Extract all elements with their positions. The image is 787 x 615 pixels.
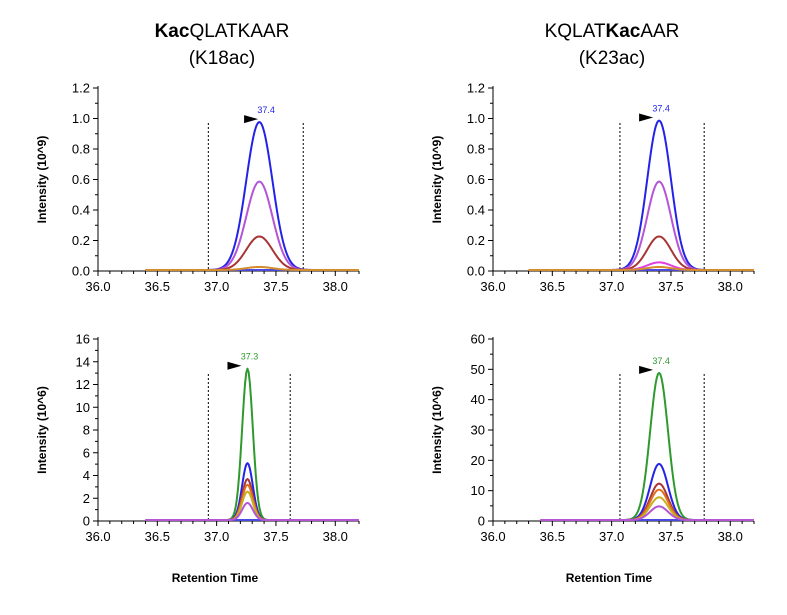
x-axis-label-right: Retention Time — [565, 571, 653, 585]
apex-label: 37.4 — [652, 104, 670, 114]
apex-label: 37.3 — [241, 352, 259, 362]
apex-marker-icon — [227, 361, 242, 370]
y-tick-label: 30 — [471, 423, 485, 438]
y-tick-label: 40 — [471, 392, 485, 407]
y-tick-label: 0.4 — [467, 203, 485, 218]
y-tick-label: 10 — [471, 483, 485, 498]
apex-label: 37.4 — [257, 105, 275, 115]
y-tick-label: 10 — [76, 400, 90, 415]
x-tick-label: 37.0 — [204, 529, 229, 544]
x-tick-label: 37.0 — [599, 529, 624, 544]
y-axis-label: Intensity (10^9) — [430, 136, 444, 224]
x-tick-label: 36.5 — [540, 529, 565, 544]
x-tick-label: 36.5 — [540, 279, 565, 294]
y-tick-label: 0.0 — [467, 264, 485, 279]
apex-marker-icon — [639, 365, 654, 374]
title-sub: (K23ac) — [578, 48, 646, 69]
y-tick-label: 0.6 — [72, 172, 90, 187]
y-tick-label: 1.2 — [72, 81, 90, 96]
x-tick-label: 37.5 — [658, 529, 683, 544]
x-tick-label: 36.5 — [145, 279, 170, 294]
y-tick-label: 0.0 — [72, 264, 90, 279]
series-line — [528, 265, 754, 271]
y-tick-label: 0.2 — [72, 233, 90, 248]
y-tick-label: 0.8 — [72, 142, 90, 157]
x-tick-label: 36.0 — [480, 529, 505, 544]
x-tick-label: 38.0 — [323, 529, 348, 544]
y-tick-label: 1.0 — [72, 111, 90, 126]
series-line — [540, 505, 754, 521]
title-prefix: KQLAT — [544, 21, 606, 42]
apex-marker-icon — [244, 115, 259, 124]
y-tick-label: 12 — [76, 377, 90, 392]
x-axis-label-left: Retention Time — [171, 571, 259, 585]
title-rest: AAR — [640, 21, 680, 42]
title-bold: Kac — [154, 21, 190, 42]
y-tick-label: 0.8 — [467, 142, 485, 157]
column-title-left: KacQLATKAAR (K18ac) — [72, 18, 372, 72]
y-tick-label: 0.6 — [467, 172, 485, 187]
x-tick-label: 36.0 — [85, 279, 110, 294]
x-tick-label: 37.5 — [263, 279, 288, 294]
x-tick-label: 37.5 — [658, 279, 683, 294]
y-axis-label: Intensity (10^6) — [430, 386, 444, 474]
column-title-right: KQLATKacAAR (K23ac) — [462, 18, 762, 72]
title-rest: QLATKAAR — [189, 21, 290, 42]
y-tick-label: 0 — [478, 514, 485, 529]
y-tick-label: 0.4 — [72, 203, 90, 218]
series-line — [145, 501, 359, 521]
x-tick-label: 38.0 — [323, 279, 348, 294]
apex-label: 37.4 — [652, 356, 670, 366]
title-sub: (K18ac) — [188, 48, 256, 69]
x-tick-label: 37.5 — [263, 529, 288, 544]
x-tick-label: 37.0 — [599, 279, 624, 294]
y-tick-label: 1.0 — [467, 111, 485, 126]
x-tick-label: 37.0 — [204, 279, 229, 294]
y-tick-label: 16 — [76, 332, 90, 347]
y-tick-label: 20 — [471, 453, 485, 468]
y-axis-label: Intensity (10^9) — [35, 136, 49, 224]
y-tick-label: 14 — [76, 354, 90, 369]
y-tick-label: 50 — [471, 362, 485, 377]
y-axis-label: Intensity (10^6) — [35, 386, 49, 474]
x-tick-label: 36.5 — [145, 529, 170, 544]
y-tick-label: 6 — [83, 445, 90, 460]
y-tick-label: 0 — [83, 514, 90, 529]
y-tick-label: 0.2 — [467, 233, 485, 248]
y-tick-label: 60 — [471, 332, 485, 347]
series-line — [145, 265, 359, 271]
title-bold: Kac — [605, 21, 641, 42]
x-tick-label: 38.0 — [718, 279, 743, 294]
apex-marker-icon — [639, 113, 654, 122]
x-tick-label: 38.0 — [718, 529, 743, 544]
y-tick-label: 1.2 — [467, 81, 485, 96]
y-tick-label: 2 — [83, 491, 90, 506]
y-tick-label: 4 — [83, 468, 90, 483]
x-tick-label: 36.0 — [85, 529, 110, 544]
x-tick-label: 36.0 — [480, 279, 505, 294]
y-tick-label: 8 — [83, 423, 90, 438]
